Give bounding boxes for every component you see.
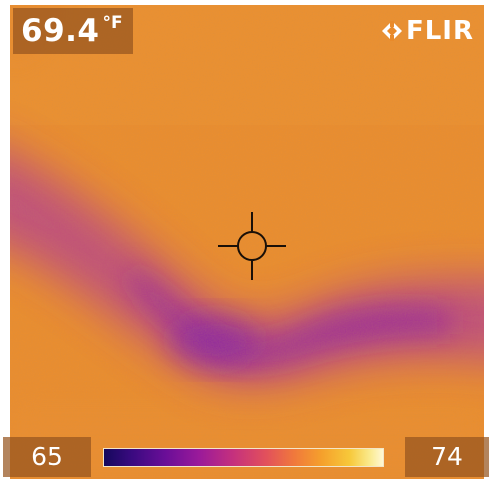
- crosshair-icon: [218, 212, 286, 280]
- brand-name: FLIR: [405, 16, 474, 46]
- color-scale-bar: [103, 448, 384, 467]
- scale-max-label: 74: [405, 437, 489, 477]
- scale-min-label: 65: [3, 437, 91, 477]
- brand-logo: FLIR: [381, 17, 474, 45]
- spot-temperature-readout: 69.4 °F: [13, 8, 133, 54]
- temperature-unit: °F: [102, 13, 123, 33]
- flir-logo-icon: [381, 21, 402, 41]
- temperature-value: 69.4: [21, 13, 100, 49]
- thermal-image: 69.4 °F FLIR: [10, 5, 484, 479]
